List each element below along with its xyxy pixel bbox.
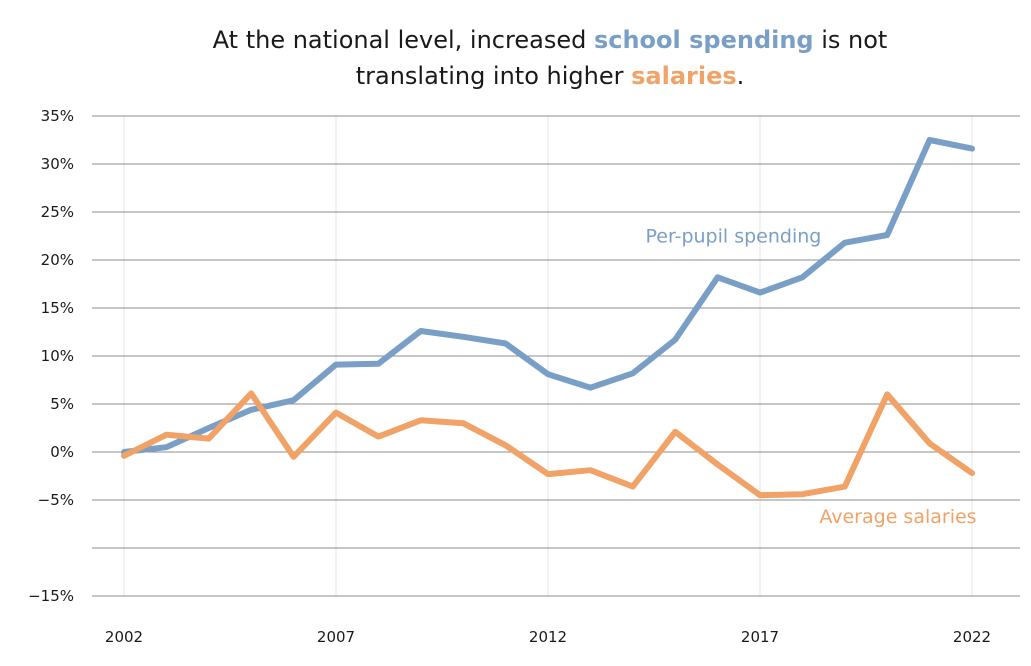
horizontal-gridlines <box>92 115 1020 597</box>
series-lines <box>121 137 975 499</box>
title-text: translating into higher <box>355 62 632 90</box>
title-text: At the national level, increased <box>212 26 594 54</box>
series-line-average-salaries <box>121 390 975 499</box>
y-tick-label: 30% <box>41 155 74 173</box>
y-tick-label: 5% <box>50 395 74 413</box>
series-labels: Per-pupil spending Average salaries <box>646 226 977 528</box>
y-tick-label: 25% <box>41 203 74 221</box>
chart-title-line-1: At the national level, increased school … <box>0 22 1031 58</box>
y-tick-label: 35% <box>41 107 74 125</box>
series-line-per-pupil-spending <box>121 137 975 455</box>
chart-title: At the national level, increased school … <box>0 22 1031 94</box>
title-highlight-spending: school spending <box>593 26 814 54</box>
x-tick-label: 2007 <box>317 628 355 646</box>
title-text: is not <box>813 26 888 54</box>
x-tick-label: 2022 <box>953 628 991 646</box>
y-tick-label: −5% <box>38 491 74 509</box>
title-text: . <box>736 62 745 90</box>
y-tick-label: −15% <box>28 587 74 605</box>
x-tick-label: 2017 <box>741 628 779 646</box>
x-axis-tick-labels: 2002 2007 2012 2017 2022 <box>105 628 991 646</box>
series-label-average-salaries: Average salaries <box>819 506 976 528</box>
chart-title-line-2: translating into higher salaries. <box>0 58 1031 94</box>
y-tick-label: 20% <box>41 251 74 269</box>
title-highlight-salaries: salaries <box>631 62 737 90</box>
x-tick-label: 2012 <box>529 628 567 646</box>
y-tick-label: 15% <box>41 299 74 317</box>
y-tick-label: 10% <box>41 347 74 365</box>
x-tick-label: 2002 <box>105 628 143 646</box>
y-tick-label: 0% <box>50 443 74 461</box>
y-axis-tick-labels: −15% −5% 0% 5% 10% 15% 20% 25% 30% 35% <box>28 107 74 605</box>
series-label-per-pupil-spending: Per-pupil spending <box>646 226 822 248</box>
